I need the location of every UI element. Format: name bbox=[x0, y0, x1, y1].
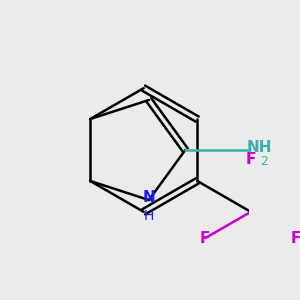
Text: F: F bbox=[291, 231, 300, 246]
Text: F: F bbox=[200, 231, 210, 246]
Text: 2: 2 bbox=[260, 155, 268, 168]
Text: N: N bbox=[142, 190, 155, 206]
Text: NH: NH bbox=[247, 140, 273, 155]
Text: H: H bbox=[144, 208, 154, 223]
Text: F: F bbox=[246, 152, 256, 167]
